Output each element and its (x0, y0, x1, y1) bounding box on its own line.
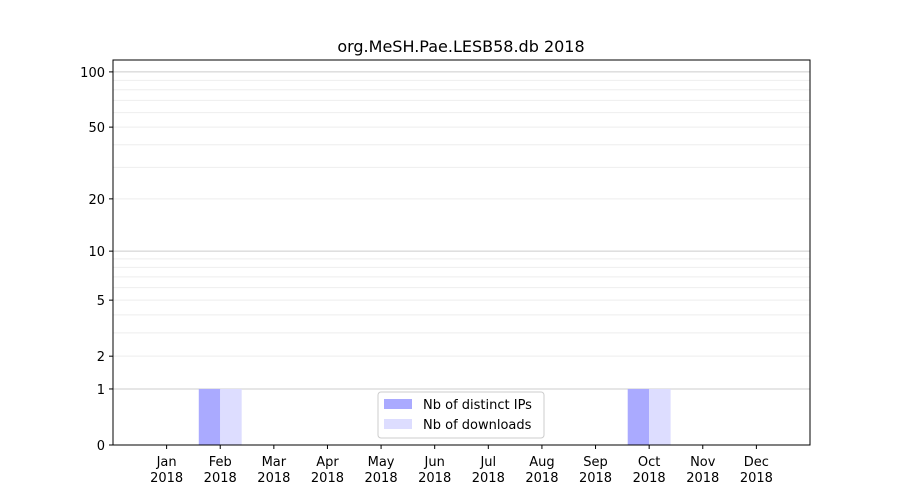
grid (113, 71, 810, 390)
bar (627, 388, 650, 445)
bar (649, 388, 671, 445)
legend-swatch (384, 399, 412, 409)
legend: Nb of distinct IPs Nb of downloads (377, 391, 545, 439)
x-tick-label: Sep 2018 (579, 455, 612, 486)
legend-box (377, 391, 545, 439)
y-tick-label: 1 (97, 383, 105, 398)
x-tick-label: Nov 2018 (686, 455, 719, 486)
x-tick-label: Dec 2018 (740, 455, 773, 486)
y-tick-label: 20 (88, 193, 105, 208)
x-tick-label: Jun 2018 (418, 455, 451, 486)
legend-label: Nb of downloads (423, 418, 532, 433)
x-tick-label: Oct 2018 (633, 455, 666, 486)
y-tick-label: 5 (97, 294, 105, 309)
plot-frame (112, 59, 811, 446)
chart-title: org.MeSH.Pae.LESB58.db 2018 (337, 37, 584, 56)
x-tick-label: Jul 2018 (472, 455, 505, 486)
x-axis: Jan 2018 Feb 2018 Mar 2018 Apr 2018 May 2018 Jun 20… (150, 445, 773, 486)
x-tick-label: Aug 2018 (525, 455, 558, 486)
bar (220, 388, 242, 445)
x-tick-label: Apr 2018 (311, 455, 344, 486)
y-tick-label: 10 (88, 245, 105, 260)
bars (198, 388, 671, 445)
y-tick-label: 2 (97, 350, 105, 365)
y-tick-label: 100 (80, 66, 105, 81)
x-tick-label: Feb 2018 (204, 455, 237, 486)
legend-swatch (384, 419, 412, 429)
bar (198, 388, 221, 445)
x-tick-label: May 2018 (365, 455, 398, 486)
x-tick-label: Mar 2018 (257, 455, 290, 486)
y-tick-label: 50 (88, 121, 105, 136)
y-axis: 0 1 2 5 10 20 50 100 (80, 66, 113, 454)
x-tick-label: Jan 2018 (150, 455, 183, 486)
legend-label: Nb of distinct IPs (423, 398, 532, 413)
y-tick-label: 0 (97, 439, 105, 454)
